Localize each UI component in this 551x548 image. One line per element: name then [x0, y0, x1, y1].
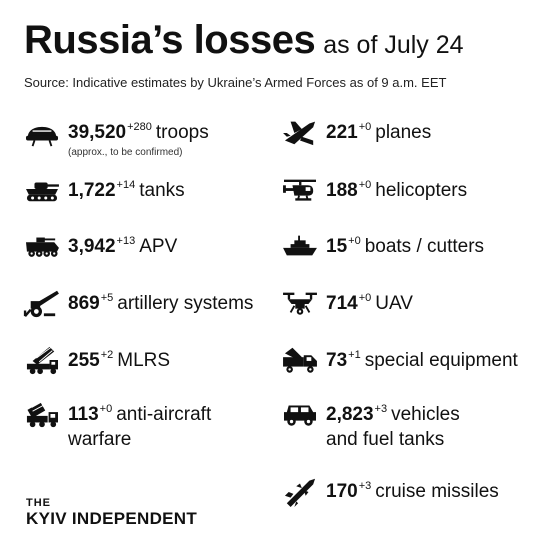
stat-delta: +13: [116, 235, 136, 247]
stat-troops: 39,520+280 troops (approx., to be confirm…: [22, 115, 209, 160]
source-line: Source: Indicative estimates by Ukraine’…: [24, 75, 447, 90]
header: Russia’s losses as of July 24: [24, 18, 464, 63]
stat-artillery: 869+5 artillery systems: [22, 286, 253, 320]
stat-delta: +3: [374, 403, 388, 415]
stat-label: boats / cutters: [364, 236, 485, 257]
stat-apv: 3,942+13 APV: [22, 229, 177, 263]
stat-value: 73: [326, 350, 348, 371]
stat-delta: +0: [99, 403, 113, 415]
stat-delta: +14: [116, 179, 136, 191]
stat-cruise-missiles: 170+3 cruise missiles: [280, 474, 499, 508]
stat-delta: +280: [127, 121, 152, 133]
logo-name: KYIV INDEPENDENT: [26, 509, 198, 528]
stat-delta: +0: [358, 179, 372, 191]
mlrs-icon: [22, 343, 62, 377]
stat-label: planes: [375, 122, 432, 143]
stat-delta: +1: [348, 349, 361, 361]
anti-aircraft-icon: [22, 397, 62, 431]
stat-label: vehicles: [391, 404, 460, 425]
stat-label: UAV: [375, 293, 413, 314]
stat-label: MLRS: [117, 350, 171, 371]
page-title: Russia’s losses: [24, 18, 316, 62]
stat-value: 255: [68, 350, 100, 371]
stat-planes: 221+0 planes: [280, 115, 431, 149]
stat-label-line2: and fuel tanks: [326, 429, 445, 450]
helicopter-icon: [280, 173, 320, 207]
stat-vehicles: 2,823+3 vehicles and fuel tanks: [280, 397, 460, 452]
stat-label-line2: warfare: [68, 429, 132, 450]
stat-label: anti-aircraft: [116, 404, 212, 425]
stat-value: 188: [326, 180, 358, 201]
stat-value: 39,520: [68, 122, 127, 143]
stat-special-equipment: 73+1 special equipment: [280, 343, 518, 377]
stat-value: 869: [68, 293, 100, 314]
stat-label: APV: [139, 236, 178, 257]
stat-delta: +2: [100, 349, 114, 361]
stat-delta: +0: [358, 121, 372, 133]
stat-delta: +3: [358, 480, 372, 492]
stat-value: 15: [326, 236, 348, 257]
stat-value: 170: [326, 481, 358, 502]
stat-label: cruise missiles: [375, 481, 499, 502]
kyiv-independent-logo: THE KYIV INDEPENDENT: [26, 497, 197, 529]
tank-icon: [22, 173, 62, 207]
stat-value: 221: [326, 122, 358, 143]
stat-mlrs: 255+2 MLRS: [22, 343, 170, 377]
drone-icon: [280, 286, 320, 320]
date-subtitle: as of July 24: [323, 31, 464, 59]
stat-anti-aircraft: 113+0 anti-aircraft warfare: [22, 397, 211, 452]
stat-delta: +0: [358, 292, 372, 304]
stat-value: 113: [68, 404, 99, 425]
stat-label: helicopters: [375, 180, 468, 201]
plane-icon: [280, 115, 320, 149]
stat-value: 2,823: [326, 404, 374, 425]
logo-the: THE: [26, 497, 51, 509]
cruise-missile-icon: [280, 474, 320, 508]
boat-icon: [280, 229, 320, 263]
stat-boats: 15+0 boats / cutters: [280, 229, 484, 263]
stat-note: (approx., to be confirmed): [68, 147, 183, 158]
stat-label: special equipment: [364, 350, 518, 371]
special-equipment-icon: [280, 343, 320, 377]
stat-value: 3,942: [68, 236, 116, 257]
stat-label: tanks: [139, 180, 185, 201]
stat-tanks: 1,722+14 tanks: [22, 173, 185, 207]
stat-helicopters: 188+0 helicopters: [280, 173, 467, 207]
stat-delta: +5: [100, 292, 114, 304]
artillery-icon: [22, 286, 62, 320]
stat-label: artillery systems: [117, 293, 254, 314]
helmet-icon: [22, 115, 62, 149]
stat-label: troops: [155, 122, 209, 143]
stat-value: 714: [326, 293, 358, 314]
stat-value: 1,722: [68, 180, 116, 201]
vehicle-icon: [280, 397, 320, 431]
apv-icon: [22, 229, 62, 263]
stat-delta: +0: [348, 235, 361, 247]
stat-uav: 714+0 UAV: [280, 286, 413, 320]
